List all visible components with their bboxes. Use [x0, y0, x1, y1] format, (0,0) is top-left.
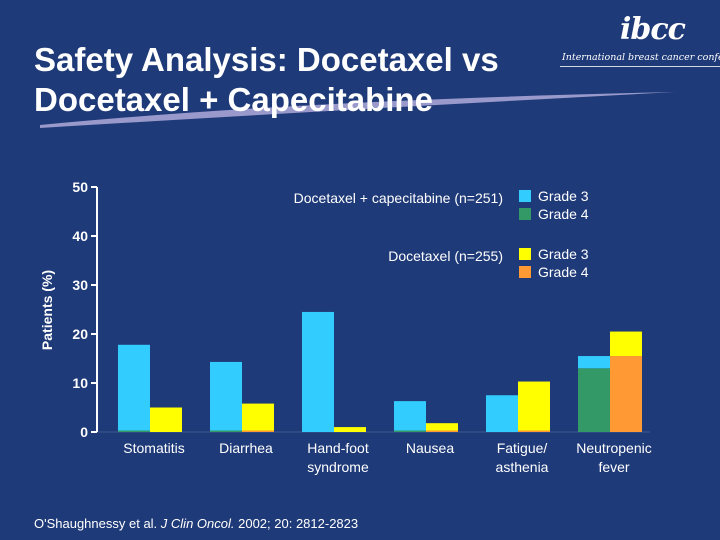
bar-d-grade4 [242, 430, 274, 432]
category-label: fever [598, 459, 629, 475]
legend-d-grade4-label: Grade 4 [538, 264, 589, 280]
citation-authors: O'Shaughnessy et al. [34, 516, 161, 531]
bar-d-grade4 [610, 356, 642, 432]
y-tick-label: 50 [72, 179, 88, 195]
bar-d-grade4 [518, 430, 550, 432]
legend-dc-grade3-swatch [519, 190, 531, 202]
bar-d-grade3 [150, 407, 182, 432]
logo-rule [560, 66, 720, 67]
category-label: Neutropenic [576, 440, 652, 456]
bar-dc-grade3 [394, 401, 426, 431]
y-tick-label: 0 [80, 424, 88, 440]
citation-details: 2002; 20: 2812-2823 [234, 516, 359, 531]
slide-title: Safety Analysis: Docetaxel vs Docetaxel … [34, 40, 499, 120]
legend-dc-grade4-label: Grade 4 [538, 206, 589, 222]
legend-d-grade3-label: Grade 3 [538, 246, 589, 262]
bar-d-grade3 [610, 331, 642, 357]
bar-dc-grade3 [302, 311, 334, 432]
bar-dc-grade3 [578, 356, 610, 369]
legend-dc-grade3-label: Grade 3 [538, 188, 589, 204]
y-axis-title: Patients (%) [39, 270, 55, 350]
bar-dc-grade3 [210, 361, 242, 431]
ibcc-logo: ibcc International breast cancer confere… [560, 10, 720, 80]
category-label: Diarrhea [219, 440, 273, 456]
bar-d-grade3 [242, 403, 274, 431]
citation-journal: J Clin Oncol. [160, 516, 235, 531]
legend-d-grade3-swatch [519, 248, 531, 260]
category-label: Stomatitis [123, 440, 184, 456]
y-tick-label: 40 [72, 228, 88, 244]
bar-d-grade3 [518, 381, 550, 431]
bar-d-grade3 [334, 427, 366, 432]
category-label: syndrome [307, 459, 369, 475]
y-tick-label: 30 [72, 277, 88, 293]
category-label: Fatigue/ [497, 440, 548, 456]
category-label: Nausea [406, 440, 454, 456]
legend-d-grade4-swatch [519, 266, 531, 278]
legend-dc-label: Docetaxel + capecitabine (n=251) [294, 190, 503, 206]
bar-d-grade3 [426, 423, 458, 431]
bar-dc-grade3 [118, 344, 150, 431]
y-tick-label: 20 [72, 326, 88, 342]
bar-dc-grade4 [578, 368, 610, 432]
bar-dc-grade4 [394, 430, 426, 432]
bar-dc-grade3 [486, 395, 518, 432]
legend-d-label: Docetaxel (n=255) [388, 248, 503, 264]
logo-mark: ibcc [620, 12, 686, 47]
bar-d-grade4 [426, 430, 458, 432]
category-label: asthenia [496, 459, 549, 475]
bar-dc-grade4 [118, 430, 150, 432]
y-tick-label: 10 [72, 375, 88, 391]
legend-dc-grade4-swatch [519, 208, 531, 220]
category-label: Hand-foot [307, 440, 369, 456]
title-line-2: Docetaxel + Capecitabine [34, 81, 433, 118]
citation: O'Shaughnessy et al. J Clin Oncol. 2002;… [34, 516, 358, 531]
bar-dc-grade4 [210, 430, 242, 432]
title-line-1: Safety Analysis: Docetaxel vs [34, 41, 499, 78]
logo-text: International breast cancer conference [562, 52, 720, 63]
